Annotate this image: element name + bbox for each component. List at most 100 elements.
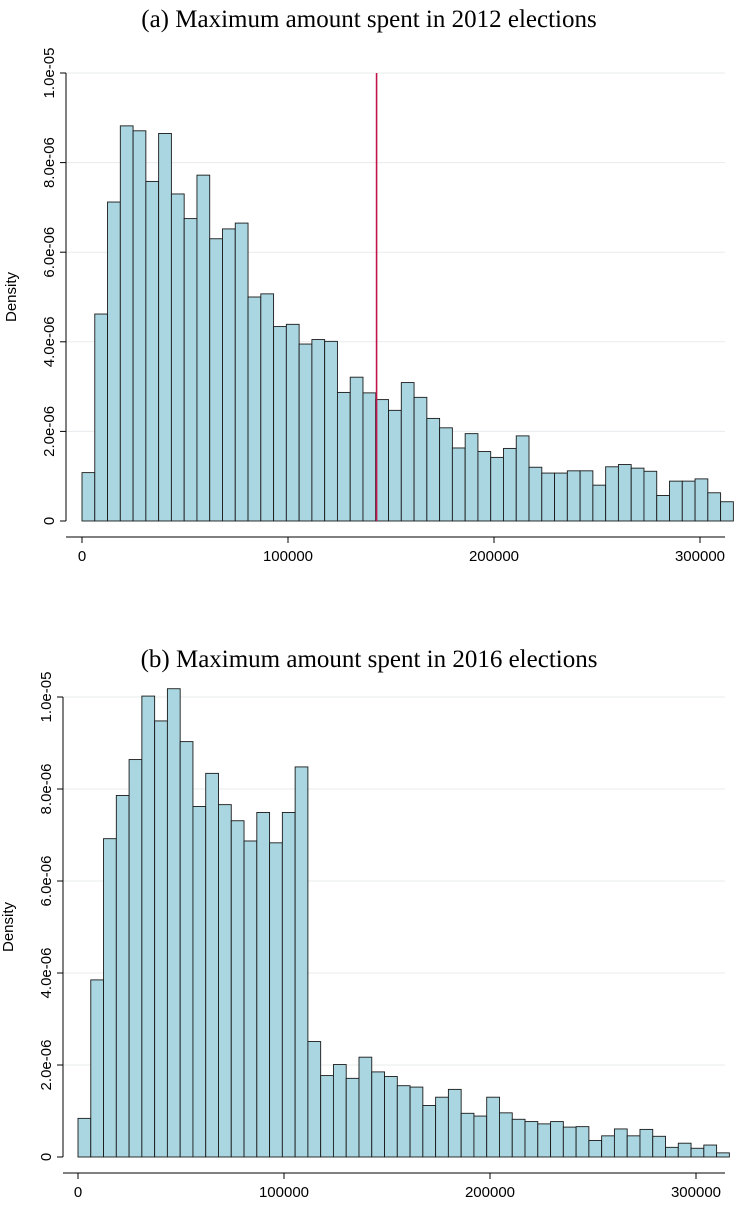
- chart-a-bar: [375, 399, 389, 522]
- chart-b-y-tick-label: 0: [38, 1153, 55, 1161]
- chart-b-bar: [166, 688, 181, 1158]
- chart-b-title: (b) Maximum amount spent in 2016 electio…: [140, 646, 598, 673]
- chart-a: 0 2.0e-06 4.0e-06 6.0e-06 8.0e-06 1.0e-05 Dens…: [3, 48, 734, 565]
- chart-a-bar: [579, 470, 594, 522]
- chart-a-bar: [183, 218, 198, 522]
- chart-b-bar: [652, 1135, 666, 1158]
- chart-a-bar: [107, 201, 121, 522]
- chart-a-bar: [605, 466, 619, 522]
- chart-a-bar: [273, 326, 287, 522]
- chart-b-bar: [499, 1112, 513, 1158]
- chart-a-bar: [400, 382, 415, 522]
- chart-b-bar: [422, 1105, 437, 1158]
- chart-b-bar: [613, 1128, 628, 1158]
- chart-b-y-tick-label: 2.0e-06: [38, 1040, 55, 1091]
- chart-a-bar: [145, 180, 160, 522]
- chart-b-x-tick-label: 0: [74, 1184, 82, 1201]
- chart-a-bar: [298, 343, 313, 522]
- chart-b-y-tick-label: 4.0e-06: [38, 948, 55, 999]
- chart-b-bar: [690, 1147, 705, 1158]
- chart-b-bar: [154, 720, 168, 1158]
- chart-a-bar: [707, 492, 722, 522]
- chart-a-x-tick-label: 0: [78, 548, 86, 565]
- chart-b-bar: [486, 1096, 500, 1158]
- chart-a-bar: [630, 467, 645, 522]
- chart-a-bar: [81, 472, 96, 522]
- chart-b-bar: [358, 1056, 373, 1158]
- chart-a-bar: [158, 133, 172, 522]
- chart-a-bar: [196, 174, 211, 522]
- chart-a-bar: [694, 478, 709, 522]
- chart-b-y-axis-label: Density: [0, 901, 17, 952]
- chart-b-y-tick-label: 6.0e-06: [38, 856, 55, 907]
- chart-b-bar: [447, 1088, 462, 1158]
- chart-b-bar: [103, 838, 117, 1158]
- chart-b-bar: [243, 840, 258, 1158]
- chart-b-bar: [460, 1112, 475, 1158]
- chart-a-x-tick-label: 300000: [675, 548, 725, 565]
- chart-a-bar: [324, 340, 338, 522]
- chart-a-bar: [234, 222, 249, 522]
- chart-a-bar: [119, 125, 134, 522]
- chart-b-bar: [128, 759, 143, 1158]
- chart-b-bar: [371, 1071, 385, 1158]
- chart-b-bar: [332, 1064, 347, 1158]
- chart-a-bar: [349, 376, 364, 522]
- chart-a-bar: [669, 480, 683, 522]
- chart-a-bar: [554, 472, 568, 522]
- chart-b-bar: [115, 794, 130, 1158]
- chart-b-bar: [205, 772, 219, 1158]
- chart-a-bar: [426, 417, 441, 522]
- chart-b-bar: [256, 812, 271, 1158]
- chart-b-bar: [307, 1041, 322, 1158]
- chart-b-bar: [435, 1096, 449, 1158]
- chart-b-bar: [537, 1123, 552, 1158]
- chart-a-bar: [503, 447, 517, 522]
- chart-a-x-tick-label: 100000: [263, 548, 313, 565]
- chart-b-bar: [141, 695, 156, 1158]
- chart-b-bar: [269, 842, 283, 1158]
- chart-b-bar: [588, 1139, 603, 1158]
- chart-a-bar: [260, 293, 275, 522]
- chart-b-bar: [677, 1142, 692, 1158]
- chart-b-bar: [716, 1152, 730, 1158]
- chart-b-bar: [77, 1117, 92, 1158]
- chart-b-bar: [218, 804, 232, 1158]
- chart-b-bar: [396, 1085, 411, 1158]
- chart-b-bar: [550, 1121, 564, 1158]
- chart-a-y-tick-label: 0: [41, 517, 58, 525]
- chart-b-bar: [473, 1115, 488, 1158]
- chart-a-bar: [336, 391, 351, 522]
- chart-a-bar: [528, 466, 543, 522]
- chart-b-bar: [575, 1126, 590, 1158]
- chart-a-bar: [617, 464, 632, 522]
- chart-b-bar: [90, 979, 104, 1158]
- chart-a-bar: [413, 396, 428, 522]
- chart-b-bar: [665, 1146, 679, 1158]
- chart-a-x-tick-label: 200000: [469, 548, 519, 565]
- chart-a-bar: [643, 470, 658, 522]
- chart-b-bar: [179, 741, 194, 1158]
- chart-b: 0 2.0e-06 4.0e-06 6.0e-06 8.0e-06 1.0e-05 Dens…: [0, 672, 730, 1201]
- chart-a-bar: [541, 472, 556, 522]
- chart-a-bar: [515, 435, 530, 522]
- chart-a-bar: [681, 480, 696, 522]
- chart-a-y-tick-label: 8.0e-06: [41, 137, 58, 188]
- chart-a-bar: [170, 193, 185, 522]
- chart-a-y-tick-label: 4.0e-06: [41, 316, 58, 367]
- chart-a-bar: [451, 447, 466, 522]
- chart-a-bar: [362, 392, 377, 522]
- chart-a-bar: [311, 339, 326, 522]
- chart-a-title: (a) Maximum amount spent in 2012 electio…: [141, 6, 597, 33]
- chart-b-bar: [294, 766, 309, 1158]
- chart-b-bar: [511, 1118, 526, 1158]
- chart-a-bar: [439, 427, 453, 522]
- chart-b-bar: [524, 1121, 539, 1158]
- chart-a-bar: [388, 409, 402, 522]
- chart-a-y-tick-label: 1.0e-05: [41, 48, 58, 99]
- chart-a-bar: [247, 296, 262, 522]
- chart-a-y-tick-label: 6.0e-06: [41, 227, 58, 278]
- chart-b-bar: [626, 1135, 641, 1158]
- chart-a-bar: [720, 501, 734, 522]
- chart-b-bar: [601, 1135, 615, 1158]
